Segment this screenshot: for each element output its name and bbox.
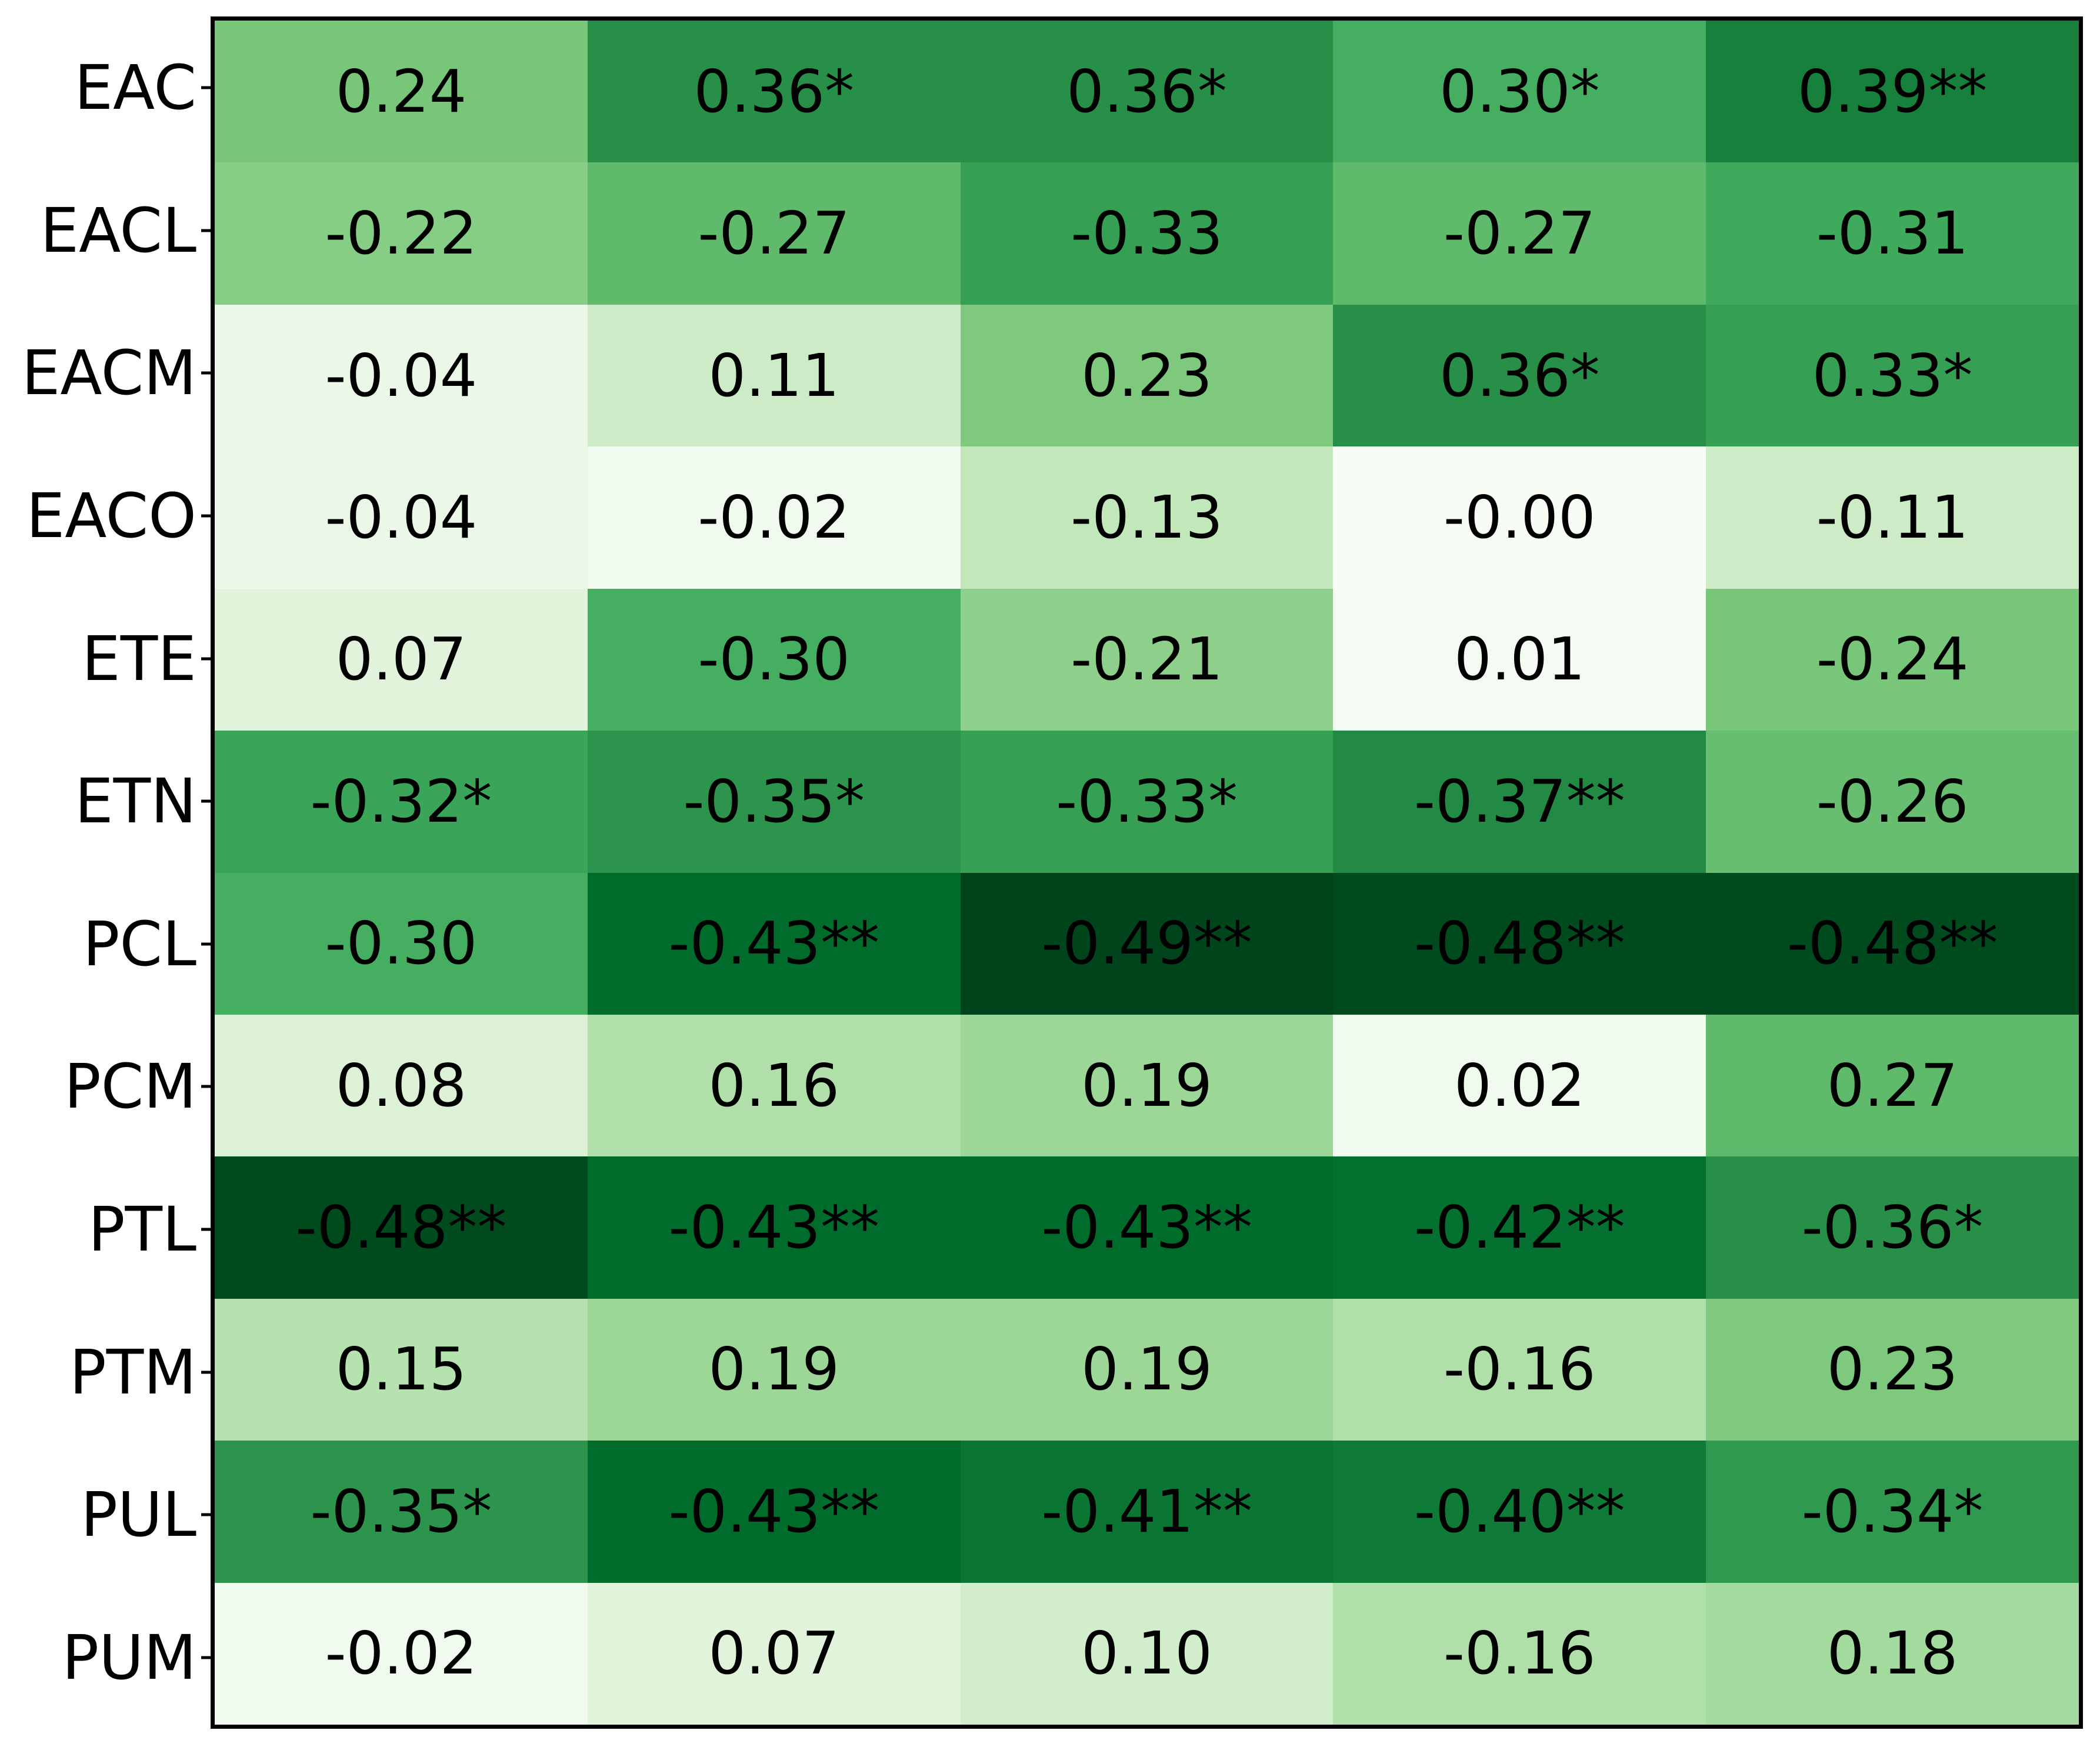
y-tick xyxy=(201,1228,211,1231)
heatmap-cell: 0.33* xyxy=(1706,304,2079,447)
heatmap-cell: -0.13 xyxy=(960,446,1334,589)
heatmap-cell: -0.43** xyxy=(587,872,961,1015)
row-label: ETE xyxy=(82,622,196,695)
row-label: EACO xyxy=(26,480,196,552)
heatmap-cell: 0.02 xyxy=(1333,1014,1706,1157)
row-label: ETN xyxy=(74,765,196,838)
row-label: EACL xyxy=(40,194,196,266)
heatmap-cell: 0.36* xyxy=(587,21,961,163)
heatmap-cell: -0.35* xyxy=(587,731,961,873)
y-tick xyxy=(201,1085,211,1088)
heatmap-cell: -0.48** xyxy=(1706,872,2079,1015)
heatmap-cell: -0.37** xyxy=(1333,731,1706,873)
heatmap-cell: -0.36* xyxy=(1706,1156,2079,1299)
heatmap-cell: -0.04 xyxy=(215,446,588,589)
heatmap-cell: -0.41** xyxy=(960,1441,1334,1583)
heatmap-cell: -0.16 xyxy=(1333,1298,1706,1441)
heatmap-cell: -0.27 xyxy=(587,162,961,305)
heatmap-cell: -0.11 xyxy=(1706,446,2079,589)
heatmap-cell: -0.30 xyxy=(215,872,588,1015)
heatmap-cell: -0.33 xyxy=(960,162,1334,305)
heatmap-cell: -0.04 xyxy=(215,304,588,447)
y-tick xyxy=(201,942,211,946)
row-label: EAC xyxy=(74,52,196,124)
heatmap-cell: -0.43** xyxy=(960,1156,1334,1299)
y-tick xyxy=(201,86,211,89)
heatmap-cell: 0.01 xyxy=(1333,588,1706,731)
heatmap-cell: 0.07 xyxy=(587,1582,961,1725)
heatmap-cell: 0.23 xyxy=(1706,1298,2079,1441)
y-tick xyxy=(201,1656,211,1659)
heatmap-cell: 0.24 xyxy=(215,21,588,163)
heatmap-cell: -0.26 xyxy=(1706,731,2079,873)
y-tick xyxy=(201,1371,211,1374)
heatmap-cell: 0.16 xyxy=(587,1014,961,1157)
row-label: PTL xyxy=(88,1193,196,1265)
row-label: PUM xyxy=(62,1621,196,1693)
heatmap-cell: 0.39** xyxy=(1706,21,2079,163)
heatmap-cell: -0.43** xyxy=(587,1156,961,1299)
heatmap-cell: -0.48** xyxy=(215,1156,588,1299)
heatmap-cell: -0.40** xyxy=(1333,1441,1706,1583)
y-tick xyxy=(201,799,211,803)
heatmap-cell: -0.02 xyxy=(587,446,961,589)
heatmap: 0.24 0.36* 0.36* 0.30* 0.39** -0.22 -0.27 -0.33… xyxy=(211,16,2083,1729)
heatmap-cell: 0.11 xyxy=(587,304,961,447)
heatmap-cell: -0.22 xyxy=(215,162,588,305)
heatmap-cell: 0.10 xyxy=(960,1582,1334,1725)
row-label: PCM xyxy=(64,1051,196,1123)
row-label: PCL xyxy=(82,908,196,980)
y-tick xyxy=(201,514,211,518)
heatmap-cell: 0.08 xyxy=(215,1014,588,1157)
heatmap-cell: -0.35* xyxy=(215,1441,588,1583)
y-tick xyxy=(201,371,211,375)
y-tick xyxy=(201,1513,211,1516)
heatmap-cell: 0.30* xyxy=(1333,21,1706,163)
y-tick xyxy=(201,229,211,232)
heatmap-cell: -0.43** xyxy=(587,1441,961,1583)
heatmap-cell: 0.15 xyxy=(215,1298,588,1441)
heatmap-cell: 0.36* xyxy=(1333,304,1706,447)
heatmap-cell: -0.24 xyxy=(1706,588,2079,731)
row-label: PUL xyxy=(81,1479,196,1551)
heatmap-cell: 0.19 xyxy=(587,1298,961,1441)
heatmap-cell: -0.34* xyxy=(1706,1441,2079,1583)
heatmap-cell: 0.19 xyxy=(960,1014,1334,1157)
heatmap-cell: -0.32* xyxy=(215,731,588,873)
heatmap-cell: -0.42** xyxy=(1333,1156,1706,1299)
heatmap-cell: -0.31 xyxy=(1706,162,2079,305)
heatmap-cell: 0.36* xyxy=(960,21,1334,163)
heatmap-cell: -0.00 xyxy=(1333,446,1706,589)
y-tick xyxy=(201,657,211,661)
heatmap-cell: 0.23 xyxy=(960,304,1334,447)
row-label: EACM xyxy=(21,337,196,409)
heatmap-cell: 0.27 xyxy=(1706,1014,2079,1157)
heatmap-cell: -0.27 xyxy=(1333,162,1706,305)
heatmap-cell: 0.07 xyxy=(215,588,588,731)
heatmap-cell: 0.19 xyxy=(960,1298,1334,1441)
heatmap-cell: -0.16 xyxy=(1333,1582,1706,1725)
heatmap-cell: -0.33* xyxy=(960,731,1334,873)
row-label: PTM xyxy=(69,1336,196,1408)
heatmap-cell: -0.48** xyxy=(1333,872,1706,1015)
heatmap-cell: 0.18 xyxy=(1706,1582,2079,1725)
heatmap-cell: -0.02 xyxy=(215,1582,588,1725)
heatmap-cell: -0.21 xyxy=(960,588,1334,731)
heatmap-cell: -0.30 xyxy=(587,588,961,731)
heatmap-cell: -0.49** xyxy=(960,872,1334,1015)
